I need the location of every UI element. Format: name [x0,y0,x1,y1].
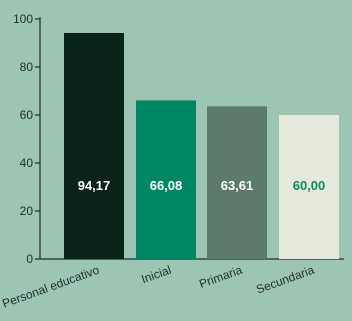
y-tick-label: 0 [26,252,33,266]
x-tick-label: Personal educativo [0,263,101,311]
bar [64,32,124,259]
y-tick-label: 80 [20,60,34,74]
x-tick-label: Secundaria [254,263,316,297]
bar [207,106,267,259]
bar [136,100,196,260]
bar-value-label: 94,17 [78,178,111,193]
bar-value-label: 60,00 [293,178,326,193]
y-tick-label: 100 [13,12,33,26]
bar-value-label: 63,61 [221,178,254,193]
y-tick-label: 60 [20,108,34,122]
y-tick-label: 40 [20,156,34,170]
bar [279,115,339,259]
bar-value-label: 66,08 [150,178,183,193]
y-tick-label: 20 [20,204,34,218]
x-tick-label: Primaria [197,263,244,292]
x-tick-label: Inicial [139,263,173,287]
